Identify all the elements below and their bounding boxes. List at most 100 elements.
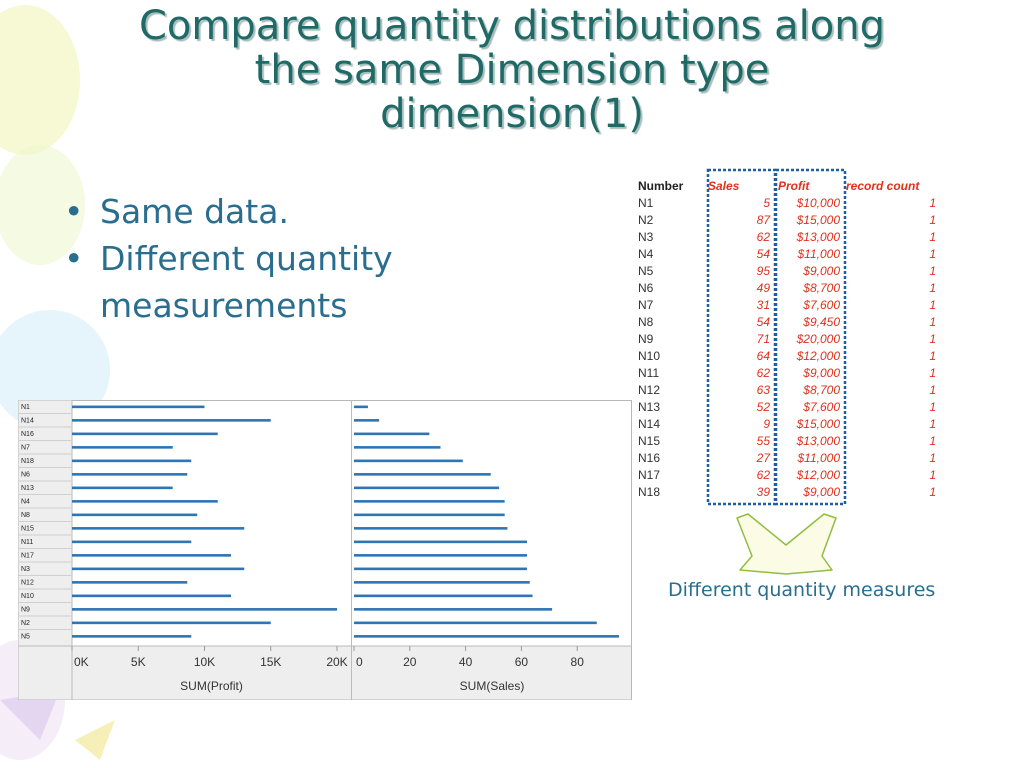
bar-N8 — [72, 513, 198, 517]
bullet-item: • Different quantity measurements — [64, 239, 393, 325]
row-header-band — [18, 400, 72, 700]
table-cell: 62 — [757, 366, 771, 380]
table-cell: $7,600 — [802, 400, 840, 414]
bar-N5 — [354, 635, 620, 638]
category-label: N5 — [21, 634, 30, 641]
bar-N13 — [354, 486, 500, 490]
table-cell: N9 — [638, 332, 654, 346]
table-cell: $9,000 — [802, 264, 840, 278]
table-cell: $8,700 — [802, 281, 840, 295]
table-header-3: record count — [846, 179, 920, 193]
table-cell: $20,000 — [796, 332, 841, 346]
x-axis-title: SUM(Profit) — [180, 679, 243, 693]
category-label: N2 — [21, 620, 30, 627]
category-label: N8 — [21, 512, 30, 519]
table-cell: 55 — [757, 434, 771, 448]
x-tick-label: 10K — [194, 655, 215, 669]
table-cell: N7 — [638, 298, 654, 312]
table-cell: 31 — [757, 298, 770, 312]
table-cell: $9,000 — [802, 485, 840, 499]
bar-N3 — [354, 567, 527, 571]
table-cell: $11,000 — [797, 451, 841, 465]
table-cell: 52 — [757, 400, 771, 414]
table-cell: 9 — [763, 417, 770, 431]
category-label: N16 — [21, 431, 34, 438]
table-cell: $9,000 — [802, 366, 840, 380]
table-cell: $13,000 — [796, 434, 841, 448]
table-cell: N17 — [638, 468, 660, 482]
table-cell: 1 — [929, 417, 936, 431]
bar-N2 — [354, 621, 597, 625]
x-axis-title: SUM(Sales) — [460, 679, 525, 693]
category-label: N11 — [21, 539, 33, 546]
x-tick-label: 0K — [74, 655, 89, 669]
table-cell: 1 — [929, 332, 936, 346]
table-cell: N1 — [638, 196, 654, 210]
table-cell: N2 — [638, 213, 654, 227]
x-tick-label: 60 — [515, 655, 529, 669]
table-cell: 39 — [757, 485, 771, 499]
category-label: N1 — [21, 404, 30, 411]
table-cell: N16 — [638, 451, 660, 465]
table-cell: 1 — [929, 247, 936, 261]
table-cell: 49 — [757, 281, 771, 295]
table-cell: $9,450 — [802, 315, 840, 329]
bar-N15 — [354, 527, 508, 530]
table-cell: 71 — [757, 332, 770, 346]
table-cell: 1 — [929, 485, 936, 499]
table-cell: $12,000 — [796, 468, 841, 482]
title-line-2: the same Dimension type — [254, 47, 770, 93]
table-cell: 1 — [929, 230, 936, 244]
category-label: N7 — [21, 445, 30, 452]
bar-N5 — [72, 635, 192, 638]
category-label: N4 — [21, 499, 30, 506]
title-line-1: Compare quantity distributions along — [139, 3, 885, 49]
bar-N8 — [354, 513, 505, 517]
x-tick-label: 0 — [356, 655, 363, 669]
table-cell: 1 — [929, 400, 936, 414]
category-label: N17 — [21, 553, 34, 560]
table-cell: 63 — [757, 383, 771, 397]
bar-N17 — [354, 554, 527, 557]
table-cell: N14 — [638, 417, 660, 431]
category-label: N15 — [21, 526, 34, 533]
x-tick-label: 20 — [403, 655, 417, 669]
bar-N7 — [72, 446, 173, 449]
bar-N18 — [72, 459, 192, 463]
table-cell: $11,000 — [797, 247, 841, 261]
bullet-text: Different quantity measurements — [100, 239, 393, 325]
category-label: N10 — [21, 593, 34, 600]
bar-N11 — [354, 540, 527, 544]
x-tick-label: 15K — [260, 655, 281, 669]
bar-N10 — [354, 594, 533, 598]
bar-N16 — [72, 432, 218, 436]
table-cell: N12 — [638, 383, 660, 397]
category-label: N14 — [21, 418, 34, 425]
bar-N7 — [354, 446, 441, 449]
category-label: N9 — [21, 607, 30, 614]
bar-N4 — [72, 500, 218, 503]
table-cell: N3 — [638, 230, 654, 244]
table-cell: 62 — [757, 230, 771, 244]
table-cell: $15,000 — [796, 213, 841, 227]
table-cell: $15,000 — [796, 417, 841, 431]
bullet-text: Same data. — [100, 192, 289, 231]
bar-N12 — [72, 581, 188, 584]
bar-N17 — [72, 554, 231, 557]
caption: Different quantity measures — [668, 579, 936, 601]
bullet-list: • Same data. • Different quantity measurem… — [62, 188, 502, 329]
bar-N10 — [72, 594, 231, 598]
table-cell: 1 — [929, 315, 936, 329]
table-cell: N13 — [638, 400, 660, 414]
table-header-2: Profit — [778, 179, 810, 193]
table-cell: N15 — [638, 434, 660, 448]
table-cell: 1 — [929, 213, 936, 227]
table-cell: 1 — [929, 383, 936, 397]
category-label: N6 — [21, 472, 30, 479]
x-tick-label: 20K — [326, 655, 347, 669]
bar-N13 — [72, 486, 173, 490]
x-tick-label: 80 — [571, 655, 585, 669]
bar-N2 — [72, 621, 271, 625]
bar-N16 — [354, 432, 430, 436]
